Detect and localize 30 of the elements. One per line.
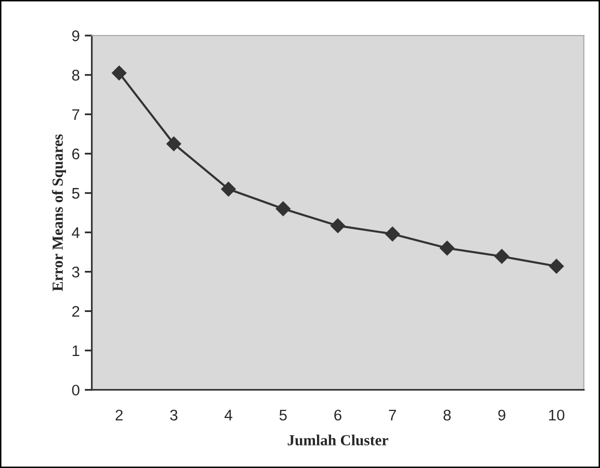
y-tick-label: 7 xyxy=(72,109,80,120)
x-axis-title: Jumlah Cluster xyxy=(288,434,388,446)
y-tick-label: 2 xyxy=(72,306,80,317)
x-tick-label: 9 xyxy=(498,410,506,421)
point xyxy=(276,201,291,216)
y-tick-label: 6 xyxy=(72,148,80,160)
x-tick-label: 10 xyxy=(549,410,564,421)
y-tick-label: 1 xyxy=(72,346,80,356)
x-tick-label: 7 xyxy=(389,410,396,420)
y-tick-label: 3 xyxy=(72,266,80,278)
x-tick-label: 6 xyxy=(334,410,342,421)
point xyxy=(112,66,127,80)
x-tick-label: 8 xyxy=(444,410,451,421)
point xyxy=(166,136,182,152)
point xyxy=(330,218,346,234)
x-tick-label: 3 xyxy=(170,410,178,421)
y-tick-label: 9 xyxy=(72,30,80,42)
point xyxy=(494,249,510,264)
x-tick-label: 5 xyxy=(279,410,287,421)
y-tick-label: 4 xyxy=(72,227,80,238)
y-axis-title: Error Means of Squares xyxy=(52,134,66,292)
point xyxy=(549,258,564,274)
point xyxy=(440,240,455,256)
y-tick-label: 5 xyxy=(72,188,80,199)
point xyxy=(385,226,400,242)
x-tick-label: 2 xyxy=(116,410,123,420)
x-tick-label: 4 xyxy=(224,410,232,420)
y-tick-label: 8 xyxy=(72,70,80,81)
point xyxy=(221,182,236,196)
y-tick-label: 0 xyxy=(72,384,80,396)
